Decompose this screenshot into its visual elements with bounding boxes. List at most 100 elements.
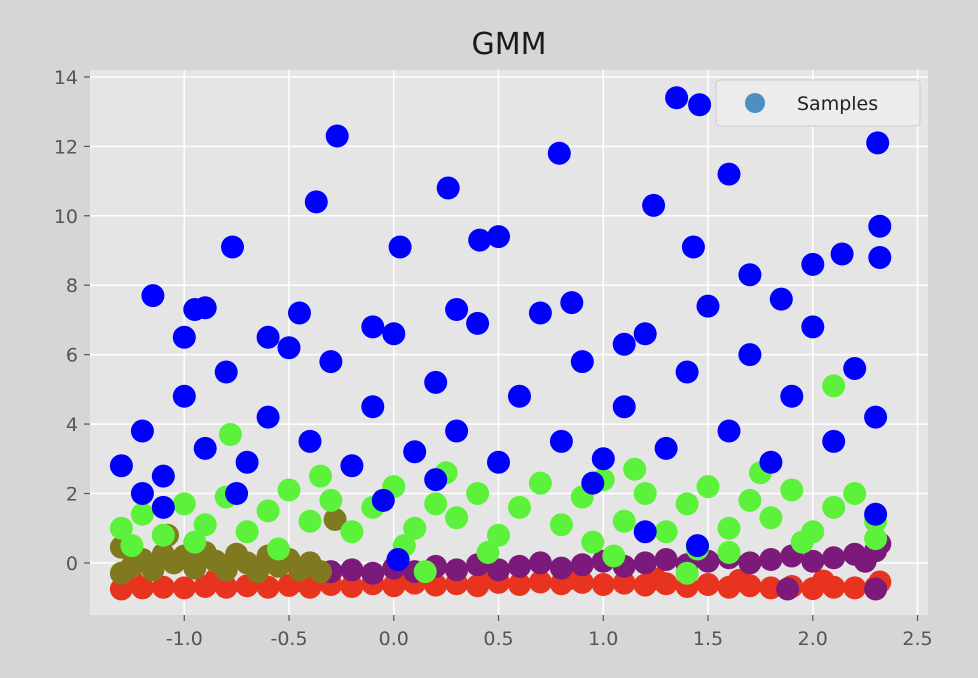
sample-point [738,263,762,287]
sample-point [696,573,720,596]
sample-point [843,357,867,380]
sample-point [120,534,144,558]
y-tick-label: 14 [54,67,78,89]
sample-point [801,252,825,276]
sample-point [591,573,615,596]
sample-point [696,294,720,318]
sample-point [218,423,242,446]
sample-point [686,534,709,558]
sample-point [277,478,301,502]
y-tick-label: 10 [54,206,78,228]
sample-point [172,576,196,600]
sample-point [225,482,249,505]
sample-point [508,495,531,519]
sample-point [822,546,846,570]
sample-point [581,530,605,554]
sample-point [822,374,846,398]
x-axis-ticks: -1.0 -0.5 0.0 0.5 1.0 1.5 2.0 2.5 [166,615,933,650]
sample-point [487,558,510,582]
sample-point [221,235,244,259]
sample-point [445,558,469,582]
y-tick-label: 6 [66,345,78,367]
sample-point [633,551,657,575]
sample-point [130,419,154,443]
sample-point [759,450,783,474]
sample-point [581,471,605,495]
sample-point [612,571,636,595]
sample-point [717,541,741,564]
x-tick-label: 2.0 [798,628,828,650]
sample-point [403,440,427,464]
x-tick-label: 0.5 [483,628,513,650]
sample-point [759,576,783,600]
legend: Samples [715,79,921,127]
sample-point [141,284,165,308]
x-tick-label: 0.0 [379,628,409,650]
sample-point [487,225,510,249]
sample-point [466,482,490,505]
sample-point [688,93,712,117]
sample-point [325,124,349,148]
sample-point [340,575,364,598]
sample-point [633,482,657,505]
sample-point [612,509,636,533]
sample-point [193,296,217,320]
sample-point [570,350,594,374]
sample-point [591,447,615,471]
sample-point [130,482,154,505]
sample-point [727,568,751,592]
grid-lines [90,70,928,615]
sample-point [214,360,238,384]
sample-point [323,508,347,531]
sample-point [361,561,385,585]
sample-point [843,482,867,505]
sample-point [801,315,825,339]
sample-point [759,548,783,571]
sample-point [487,523,510,547]
x-tick-label: 1.5 [693,628,723,650]
sample-point [388,235,412,259]
sample-point [549,556,573,580]
sample-point [277,336,301,360]
sample-point [717,162,741,186]
sample-point [193,513,217,537]
sample-point [864,577,888,601]
sample-point [830,242,854,266]
sample-point [340,558,364,582]
y-tick-label: 0 [66,553,78,575]
sample-point [549,429,573,453]
sample-point [468,228,492,252]
sample-point [654,436,678,460]
sample-point [361,395,385,419]
sample-point [864,502,888,526]
y-axis-ticks: 0 2 4 6 8 10 12 14 [54,67,90,575]
sample-point [172,325,196,349]
sample-point [109,516,133,540]
sample-point [256,325,280,349]
y-tick-label: 8 [66,275,78,297]
sample-point [560,291,584,315]
sample-point [675,360,699,384]
sample-point [466,311,490,335]
x-tick-label: -0.5 [270,628,307,650]
sample-point [151,523,175,547]
sample-point [151,464,175,488]
y-tick-label: 12 [54,136,78,158]
plot-area [90,70,928,615]
sample-point [256,499,280,523]
sample-point [759,506,783,530]
sample-point [843,576,867,600]
sample-point [549,513,573,537]
sample-point [822,495,846,519]
sample-point [654,548,678,571]
sample-point [382,322,406,346]
sample-point [319,350,343,374]
sample-point [864,527,888,551]
sample-point [436,176,460,200]
sample-point [738,551,762,575]
sample-point [602,544,626,568]
sample-point [675,561,699,585]
sample-point [445,298,469,321]
sample-point [547,141,571,165]
